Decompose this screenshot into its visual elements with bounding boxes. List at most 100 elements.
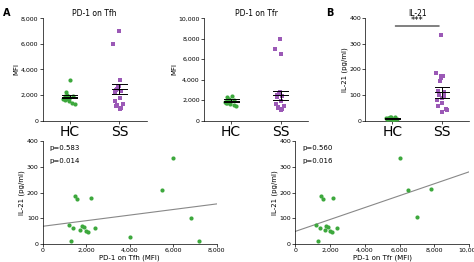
Point — [65, 99, 73, 103]
Point — [438, 74, 445, 78]
Point — [326, 229, 334, 233]
Point — [276, 91, 283, 95]
Point — [427, 187, 435, 191]
Point — [440, 90, 447, 95]
Point — [109, 42, 117, 46]
Point — [113, 103, 121, 107]
Point — [115, 84, 122, 88]
Point — [276, 37, 284, 41]
Point — [71, 102, 79, 106]
Point — [62, 97, 70, 102]
Point — [434, 89, 442, 93]
Point — [126, 235, 134, 239]
Point — [436, 92, 443, 96]
Point — [62, 94, 69, 98]
Point — [115, 29, 122, 33]
Point — [226, 99, 234, 103]
Point — [65, 96, 73, 100]
Y-axis label: IL-21 (pg/ml): IL-21 (pg/ml) — [271, 170, 278, 215]
Point — [76, 227, 83, 232]
Point — [391, 115, 399, 119]
Point — [225, 97, 232, 101]
Point — [273, 93, 281, 97]
Point — [224, 101, 231, 105]
Point — [385, 116, 392, 121]
Point — [228, 94, 236, 98]
Text: p=0.014: p=0.014 — [50, 158, 80, 164]
X-axis label: PD-1 on Tfr (MFI): PD-1 on Tfr (MFI) — [353, 254, 412, 261]
Point — [82, 229, 90, 233]
Point — [389, 118, 397, 122]
Point — [278, 52, 285, 56]
Point — [383, 117, 391, 122]
Y-axis label: IL-21 (pg/ml): IL-21 (pg/ml) — [341, 47, 348, 92]
Point — [434, 104, 442, 108]
Point — [221, 100, 228, 104]
Point — [393, 117, 401, 121]
Text: A: A — [3, 8, 10, 18]
Point — [438, 101, 446, 105]
Point — [443, 108, 450, 112]
Point — [67, 239, 75, 243]
Point — [321, 227, 328, 232]
Y-axis label: IL-21 (pg/ml): IL-21 (pg/ml) — [19, 170, 25, 215]
Point — [65, 222, 73, 227]
Point — [61, 98, 68, 102]
Point — [442, 107, 449, 111]
Point — [187, 216, 194, 220]
Point — [111, 99, 118, 103]
Point — [272, 102, 280, 106]
Point — [64, 95, 72, 99]
Point — [413, 215, 421, 219]
Point — [69, 101, 76, 105]
Point — [277, 108, 285, 112]
Title: PD-1 on Tfr: PD-1 on Tfr — [235, 9, 277, 18]
Point — [69, 226, 77, 231]
Text: p=0.583: p=0.583 — [50, 145, 80, 151]
X-axis label: PD-1 on Tfh (MFI): PD-1 on Tfh (MFI) — [100, 254, 160, 261]
Point — [271, 47, 278, 51]
Point — [230, 103, 237, 107]
Point — [276, 90, 284, 94]
Point — [117, 89, 125, 93]
Point — [84, 230, 92, 234]
Point — [323, 224, 330, 228]
Point — [328, 230, 336, 234]
Point — [273, 95, 281, 99]
Point — [115, 85, 122, 89]
Point — [329, 195, 337, 200]
Point — [316, 226, 323, 231]
Point — [113, 104, 120, 108]
Point — [387, 117, 394, 121]
Point — [196, 239, 203, 243]
Point — [223, 97, 230, 102]
Point — [396, 156, 403, 160]
Point — [72, 194, 79, 199]
Point — [226, 99, 233, 103]
Point — [227, 102, 234, 106]
Point — [312, 222, 320, 227]
Point — [392, 117, 399, 121]
Point — [223, 95, 231, 99]
Point — [438, 95, 446, 100]
Point — [230, 98, 238, 102]
Point — [274, 106, 282, 110]
Point — [384, 116, 392, 120]
Point — [226, 100, 234, 104]
Point — [318, 194, 325, 199]
Point — [434, 98, 441, 102]
Point — [314, 239, 321, 243]
Point — [274, 105, 282, 109]
Point — [67, 78, 74, 82]
Point — [65, 95, 73, 100]
Point — [279, 107, 286, 111]
Point — [119, 102, 127, 106]
Point — [439, 74, 447, 78]
Point — [170, 156, 177, 160]
Text: B: B — [326, 8, 333, 18]
Point — [116, 78, 124, 82]
Point — [64, 93, 71, 97]
Point — [159, 188, 166, 192]
Point — [232, 104, 240, 108]
Point — [435, 93, 443, 97]
